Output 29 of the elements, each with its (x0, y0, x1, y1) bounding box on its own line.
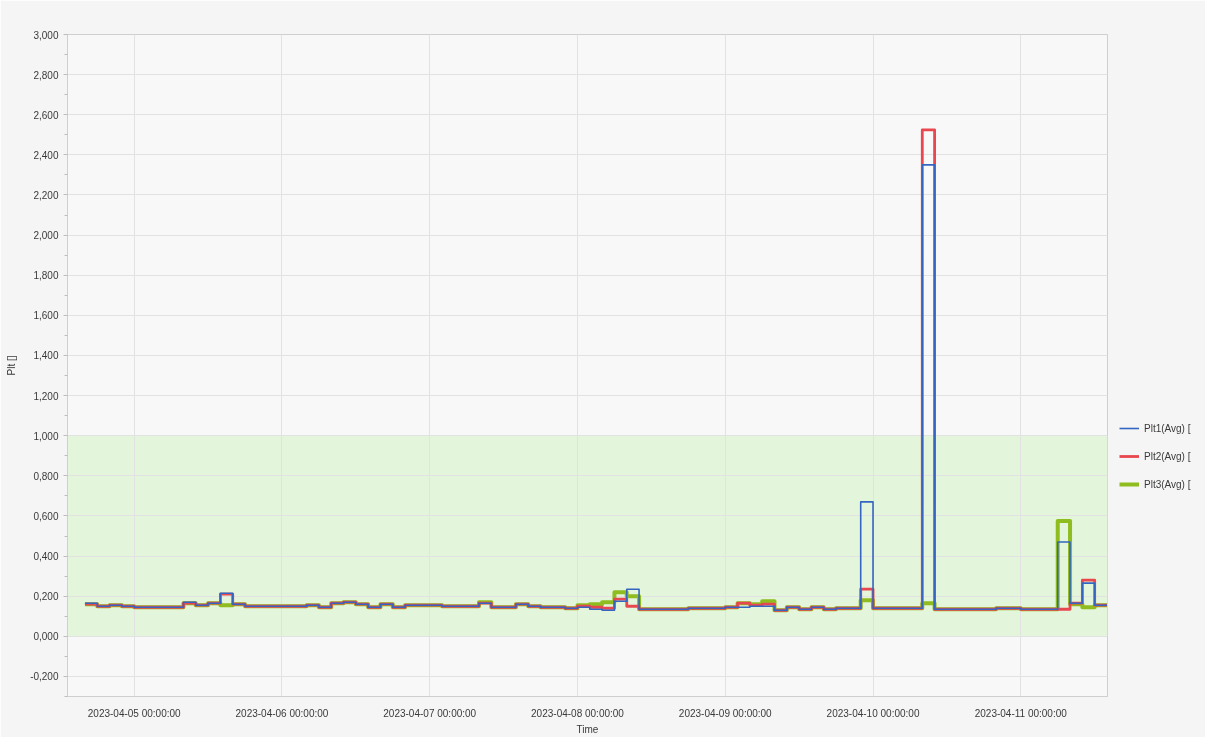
x-tick-label: 2023-04-10 00:00:00 (826, 707, 920, 719)
y-tick-label: 0,400 (33, 551, 59, 563)
y-tick-label: 0,800 (33, 470, 59, 482)
y-tick-label: 0,600 (33, 510, 59, 522)
y-tick-label: 2,200 (33, 189, 59, 201)
y-tick-label: 1,000 (33, 430, 59, 442)
x-axis-title: Time (576, 723, 599, 735)
x-tick-label: 2023-04-11 00:00:00 (974, 707, 1068, 719)
x-tick-label: 2023-04-08 00:00:00 (531, 707, 625, 719)
y-tick-label: 1,200 (33, 390, 59, 402)
y-tick-label: 0,000 (33, 631, 59, 643)
y-tick-label: -0,200 (30, 671, 59, 683)
y-axis-title: Plt [] (6, 355, 18, 376)
y-tick-label: 1,800 (33, 270, 59, 282)
legend-label: Plt2(Avg) [ (1144, 450, 1191, 462)
y-tick-label: 1,400 (33, 350, 59, 362)
legend-label: Plt1(Avg) [ (1144, 422, 1191, 434)
y-tick-label: 2,600 (33, 109, 59, 121)
x-tick-label: 2023-04-09 00:00:00 (678, 707, 773, 719)
y-tick-label: 1,600 (33, 310, 59, 322)
x-tick-label: 2023-04-07 00:00:00 (383, 707, 477, 719)
y-tick-label: 2,800 (33, 69, 59, 81)
x-tick-label: 2023-04-06 00:00:00 (235, 707, 329, 719)
legend-label: Plt3(Avg) [ (1144, 478, 1191, 490)
y-tick-label: 2,400 (33, 149, 59, 161)
x-tick-label: 2023-04-05 00:00:00 (87, 707, 182, 719)
y-tick-label: 2,000 (33, 230, 59, 242)
y-tick-label: 3,000 (33, 29, 59, 41)
y-tick-label: 0,200 (33, 591, 59, 603)
